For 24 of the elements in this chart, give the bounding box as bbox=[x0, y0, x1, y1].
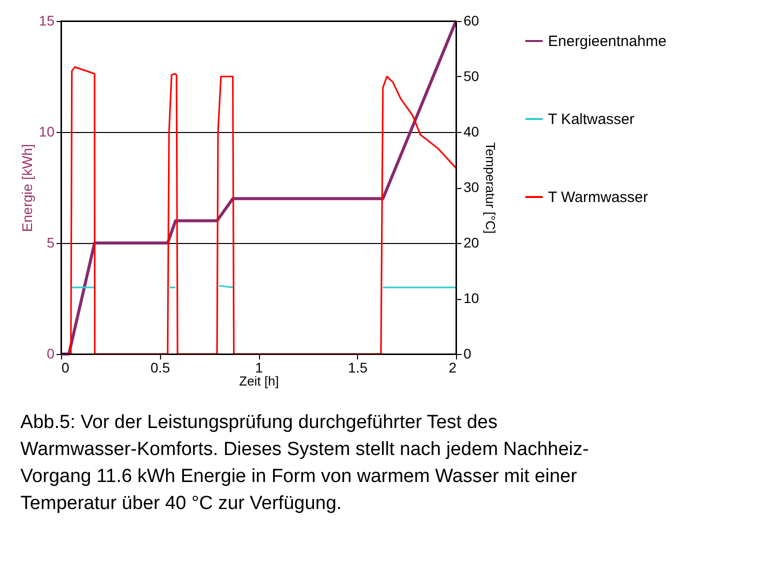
y2-tick-label: 30 bbox=[464, 179, 480, 195]
y-axis-title: Energie [kWh] bbox=[18, 144, 35, 232]
x-tick-label: 1.5 bbox=[348, 360, 368, 376]
y2-tick-label: 40 bbox=[464, 124, 480, 140]
y2-tick-label: 20 bbox=[464, 234, 480, 250]
legend-label: Energieentnahme bbox=[548, 33, 666, 50]
x-tick-label: 1 bbox=[255, 360, 264, 376]
caption: Abb.5: Vor der Leistungsprüfung durchgeführter Test des Warmwasser-Komforts. Dieses System stellt nach jedem Nachheiz-Vorgang 11.6 kWh Energie in Form von warmem Wasser mit einer Temperatur über 40 °C zur Verfügung. bbox=[20, 412, 589, 514]
x-axis-title: Zeit [h] bbox=[239, 374, 279, 388]
y2-tick-label: 0 bbox=[464, 346, 472, 362]
x-tick-label: 0.5 bbox=[150, 360, 170, 376]
x-tick-label: 2 bbox=[448, 360, 457, 376]
y-tick-label: 10 bbox=[38, 124, 55, 140]
legend-label: T Warmwasser bbox=[548, 189, 648, 206]
y2-tick-label: 10 bbox=[464, 290, 480, 306]
y2-tick-label: 60 bbox=[464, 12, 480, 28]
y2-tick-label: 50 bbox=[464, 68, 480, 84]
y2-axis-title: Temperatur [°C] bbox=[483, 142, 498, 234]
line-series bbox=[70, 66, 457, 355]
legend-label: T Kaltwasser bbox=[548, 111, 634, 128]
x-tick-label: 0 bbox=[62, 360, 70, 376]
y-tick-label: 0 bbox=[46, 346, 55, 362]
y-tick-label: 15 bbox=[38, 12, 55, 28]
y-tick-label: 5 bbox=[46, 234, 55, 250]
